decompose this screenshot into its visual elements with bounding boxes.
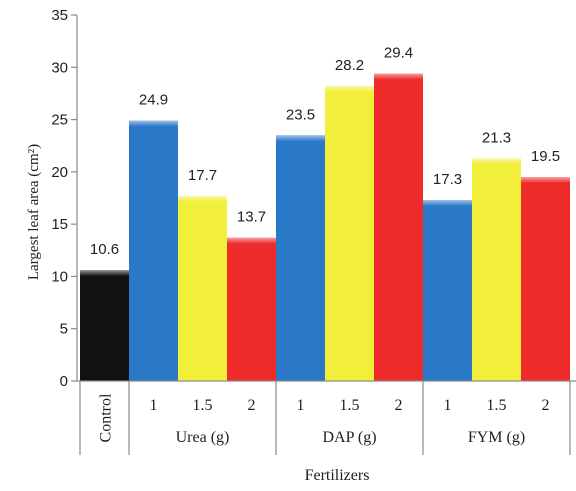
y-tick-label-30: 30 — [51, 59, 68, 76]
group-label-control: Control — [98, 393, 115, 442]
x-axis-title: Fertilizers — [305, 467, 370, 484]
group-label-dap-g: DAP (g) — [322, 429, 376, 446]
bar-fym-g-2-highlight — [521, 177, 570, 184]
data-label-4: 23.5 — [286, 106, 315, 123]
data-label-8: 21.3 — [482, 129, 511, 146]
data-label-1: 24.9 — [139, 92, 168, 109]
data-label-9: 19.5 — [531, 148, 560, 165]
bar-urea-g-1-5-highlight — [178, 195, 227, 202]
y-tick-label-20: 20 — [51, 164, 68, 181]
bar-urea-g-1-highlight — [129, 120, 178, 127]
bar-fym-g-2 — [521, 177, 570, 381]
y-tick-label-35: 35 — [51, 7, 68, 24]
bar-dap-g-2 — [374, 73, 423, 381]
bar-fym-g-1 — [423, 200, 472, 381]
data-label-5: 28.2 — [335, 57, 364, 74]
x-tick-label-8: 1.5 — [487, 397, 507, 414]
y-tick-label-10: 10 — [51, 268, 68, 285]
x-tick-label-3: 2 — [248, 397, 256, 414]
x-tick-label-9: 2 — [542, 397, 550, 414]
y-tick-label-25: 25 — [51, 112, 68, 129]
data-label-2: 17.7 — [188, 167, 217, 184]
bar-urea-g-1 — [129, 120, 178, 382]
bar-urea-g-2 — [227, 237, 276, 381]
x-tick-label-6: 2 — [395, 397, 403, 414]
bar-urea-g-1-5 — [178, 195, 227, 381]
bar-fym-g-1-highlight — [423, 200, 472, 207]
bar-fym-g-1-5 — [472, 158, 521, 381]
bar-dap-g-1-5 — [325, 86, 374, 381]
y-tick-label-5: 5 — [60, 321, 68, 338]
bar-dap-g-1-5-highlight — [325, 86, 374, 93]
labels-layer: 10.6 24.9 17.7 13.7 23.5 28.2 29.4 17.3 21.3 19.5… — [51, 7, 560, 446]
bar-control — [80, 270, 129, 381]
y-tick-label-0: 0 — [60, 373, 68, 390]
bar-dap-g-1 — [276, 135, 325, 381]
bar-control-highlight — [80, 270, 129, 277]
group-label-urea-g: Urea (g) — [176, 429, 230, 446]
data-label-0: 10.6 — [90, 241, 119, 258]
x-tick-label-1: 1 — [150, 397, 158, 414]
x-tick-label-7: 1 — [444, 397, 452, 414]
x-tick-label-5: 1.5 — [340, 397, 360, 414]
x-tick-label-4: 1 — [297, 397, 305, 414]
y-tick-label-15: 15 — [51, 216, 68, 233]
bar-dap-g-2-highlight — [374, 73, 423, 80]
group-label-fym-g: FYM (g) — [468, 429, 525, 446]
bar-fym-g-1-5-highlight — [472, 158, 521, 165]
bar-urea-g-2-highlight — [227, 237, 276, 244]
bar-dap-g-1-highlight — [276, 135, 325, 142]
data-label-6: 29.4 — [384, 45, 413, 62]
y-axis-title: Largest leaf area (cm²) — [26, 144, 42, 280]
x-tick-label-2: 1.5 — [193, 397, 213, 414]
data-label-7: 17.3 — [433, 171, 462, 188]
axes-layer — [71, 14, 576, 455]
bars-layer — [80, 73, 570, 382]
data-label-3: 13.7 — [237, 209, 266, 226]
